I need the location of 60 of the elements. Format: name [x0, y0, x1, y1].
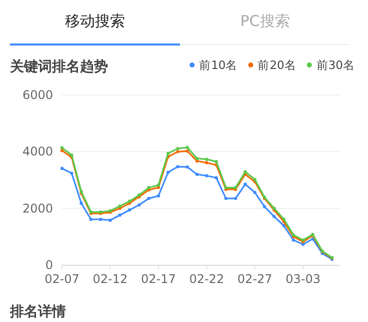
x-tick-label: 02-12	[92, 272, 128, 286]
point	[301, 242, 305, 246]
point	[224, 196, 228, 200]
point	[70, 172, 74, 175]
legend-label: 前30名	[316, 58, 355, 72]
x-tick-label: 02-17	[140, 272, 176, 286]
x-tick-label: 02-22	[189, 272, 224, 286]
point	[147, 186, 150, 190]
point	[282, 218, 286, 221]
point	[89, 218, 93, 221]
point	[205, 161, 208, 164]
text: PC搜索	[240, 12, 290, 30]
point	[128, 208, 132, 212]
y-tick-label: 0	[45, 258, 53, 272]
point	[253, 178, 256, 182]
point	[205, 158, 208, 161]
point	[205, 174, 208, 178]
point	[60, 146, 64, 150]
point	[282, 224, 286, 228]
point	[186, 150, 189, 153]
point	[118, 204, 122, 208]
point	[118, 214, 122, 217]
x-tick-label: 02-07	[44, 272, 80, 286]
point	[214, 176, 218, 180]
point	[214, 160, 218, 164]
point	[98, 218, 102, 221]
point	[186, 165, 189, 169]
point	[195, 172, 199, 176]
point	[262, 205, 266, 208]
point	[176, 165, 180, 168]
point	[176, 150, 180, 154]
point	[156, 194, 160, 198]
point	[60, 148, 64, 152]
legend-label: 前20名	[258, 58, 296, 72]
point	[272, 214, 276, 218]
point	[244, 170, 247, 174]
text: 排名详情	[9, 303, 66, 320]
point	[60, 166, 64, 170]
x-tick-label: 02-27	[237, 272, 272, 286]
point	[108, 218, 112, 222]
y-tick-label: 2000	[22, 201, 53, 216]
point	[166, 152, 170, 155]
point	[166, 170, 170, 174]
point	[234, 196, 238, 200]
point	[147, 196, 150, 200]
point	[253, 190, 256, 194]
point	[244, 182, 247, 186]
point	[292, 238, 296, 242]
text: 移动搜索	[65, 12, 125, 30]
point	[176, 146, 180, 150]
point	[195, 156, 199, 160]
point	[186, 146, 189, 150]
legend-label: 前10名	[199, 58, 238, 72]
point	[70, 153, 74, 157]
point	[80, 202, 83, 205]
chart-title: 关键词排名趋势	[9, 58, 108, 75]
y-tick-label: 4000	[22, 144, 53, 159]
y-tick-label: 6000	[22, 88, 53, 102]
x-tick-label: 03-03	[286, 272, 321, 286]
point	[138, 203, 141, 207]
